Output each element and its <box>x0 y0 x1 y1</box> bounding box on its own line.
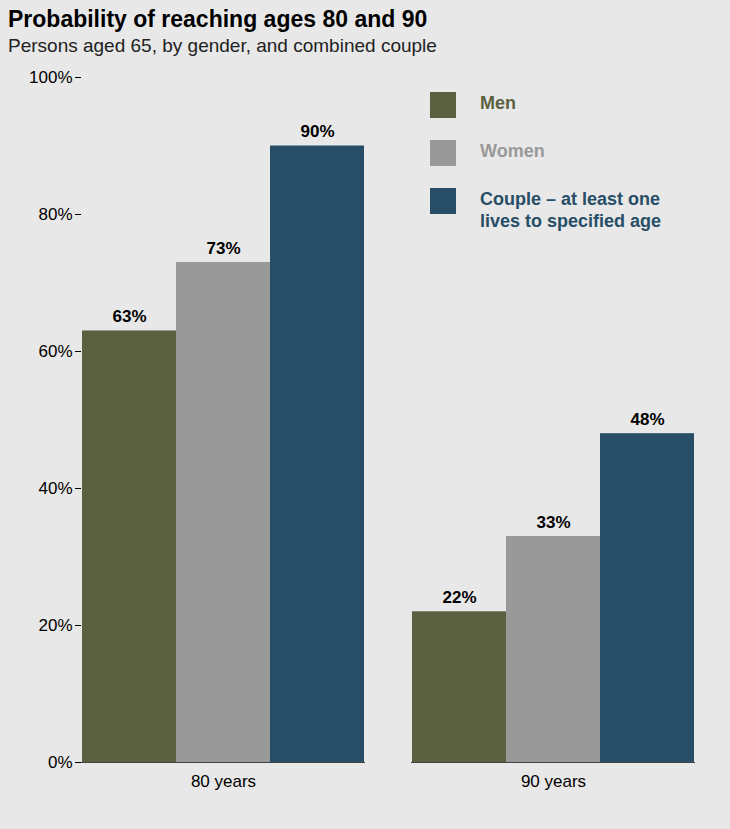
svg-text:80%: 80% <box>38 205 72 224</box>
svg-text:63%: 63% <box>112 307 146 326</box>
html-text:Probability of reaching ages 8: Probability of reaching ages 80 and 90 <box>8 6 428 32</box>
html-text:Couple – at least one lives to: Couple – at least one lives to specified… <box>480 189 662 231</box>
html-text:Men: Men <box>480 93 516 113</box>
svg-text:73%: 73% <box>206 239 240 258</box>
svg-text:33%: 33% <box>536 513 570 532</box>
html-text:Persons aged 65, by gender, an: Persons aged 65, by gender, and combined… <box>8 35 437 56</box>
html-text:Women: Women <box>480 141 545 161</box>
svg-text:22%: 22% <box>442 588 476 607</box>
svg-text:90 years: 90 years <box>521 772 586 791</box>
svg-text:60%: 60% <box>38 342 72 361</box>
svg-text:20%: 20% <box>38 616 72 635</box>
svg-text:90%: 90% <box>300 122 334 141</box>
svg-text:100%: 100% <box>29 68 72 87</box>
svg-text:40%: 40% <box>38 479 72 498</box>
svg-text:80 years: 80 years <box>191 772 256 791</box>
svg-text:0%: 0% <box>48 753 73 772</box>
svg-text:48%: 48% <box>630 410 664 429</box>
